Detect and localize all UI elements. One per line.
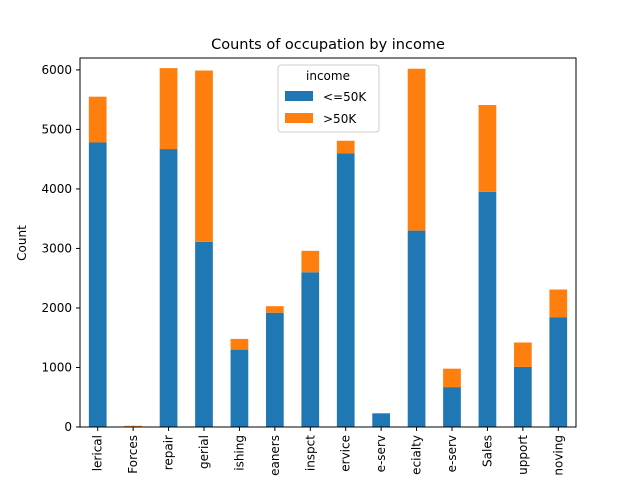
y-tick-label-5000: 5000 bbox=[41, 122, 72, 136]
x-tick-label-3: gerial bbox=[197, 435, 211, 469]
x-tick-label-0: lerical bbox=[91, 435, 105, 471]
bar-gt50k-5 bbox=[266, 306, 284, 313]
x-tick-label-1: Forces bbox=[126, 435, 140, 474]
bar-gt50k-0 bbox=[88, 96, 107, 143]
bar-le50k-3 bbox=[195, 241, 213, 427]
bar-le50k-12 bbox=[514, 366, 532, 427]
bar-le50k-8 bbox=[372, 413, 390, 427]
bar-le50k-7 bbox=[336, 153, 355, 428]
bar-gt50k-10 bbox=[443, 368, 461, 388]
x-tick-label-4: ishing bbox=[232, 435, 246, 471]
bar-le50k-6 bbox=[301, 272, 320, 427]
bar-le50k-13 bbox=[549, 317, 568, 427]
bar-gt50k-11 bbox=[478, 105, 497, 192]
y-axis: 0 1000 2000 3000 4000 5000 6000 bbox=[41, 63, 80, 434]
x-tick-label-5: eaners bbox=[268, 435, 282, 476]
bar-gt50k-2 bbox=[159, 68, 178, 150]
y-tick-label-2000: 2000 bbox=[41, 301, 72, 315]
y-tick-label-0: 0 bbox=[64, 420, 72, 434]
bar-gt50k-6 bbox=[301, 250, 320, 273]
legend-swatch-gt50k bbox=[285, 113, 313, 123]
y-axis-label: Count bbox=[15, 225, 29, 261]
x-tick-label-6: inspct bbox=[303, 435, 317, 471]
legend-label-le50k: <=50K bbox=[323, 90, 367, 104]
bars-layer bbox=[88, 68, 568, 428]
x-tick-label-9: ecialty bbox=[410, 435, 424, 475]
y-tick-label-3000: 3000 bbox=[41, 241, 72, 255]
legend: income <=50K >50K bbox=[277, 64, 380, 133]
plot-frame bbox=[79, 57, 577, 428]
bar-gt50k-3 bbox=[195, 70, 213, 242]
bar-gt50k-4 bbox=[230, 338, 249, 350]
bar-le50k-9 bbox=[407, 230, 426, 427]
bar-le50k-5 bbox=[266, 312, 284, 427]
x-axis: lerical Forces repair gerial ishing eaners ins… bbox=[91, 427, 565, 476]
bar-gt50k-12 bbox=[514, 342, 532, 367]
bar-gt50k-9 bbox=[407, 68, 426, 231]
x-tick-label-7: ervice bbox=[339, 435, 353, 472]
bar-le50k-0 bbox=[88, 142, 107, 427]
y-tick-label-4000: 4000 bbox=[41, 182, 72, 196]
y-tick-label-1000: 1000 bbox=[41, 360, 72, 374]
legend-label-gt50k: >50K bbox=[323, 112, 357, 126]
bar-le50k-11 bbox=[478, 191, 497, 427]
bar-le50k-4 bbox=[230, 349, 249, 427]
legend-swatch-le50k bbox=[285, 91, 313, 101]
x-tick-label-10: e-serv bbox=[445, 435, 459, 472]
x-tick-label-11: Sales bbox=[480, 435, 494, 467]
bar-gt50k-1 bbox=[124, 425, 142, 427]
bar-gt50k-7 bbox=[336, 140, 355, 154]
y-tick-label-6000: 6000 bbox=[41, 63, 72, 77]
x-tick-label-13: noving bbox=[551, 435, 565, 476]
bar-gt50k-13 bbox=[549, 289, 568, 318]
x-tick-label-12: upport bbox=[516, 435, 530, 475]
bar-le50k-2 bbox=[159, 149, 178, 427]
bar-le50k-10 bbox=[443, 387, 461, 427]
x-tick-label-8: e-serv bbox=[374, 435, 388, 472]
x-tick-label-2: repair bbox=[162, 435, 176, 470]
chart-title: Counts of occupation by income bbox=[211, 37, 445, 53]
legend-title: income bbox=[306, 69, 350, 83]
